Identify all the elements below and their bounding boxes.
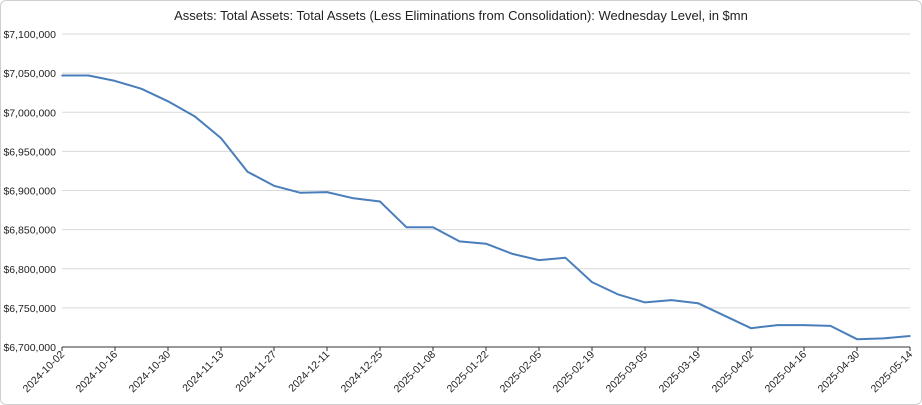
x-tick-label: 2024-10-30 [127, 349, 174, 396]
data-point [379, 200, 381, 203]
x-tick-label: 2025-04-16 [763, 349, 810, 396]
x-tick-label: 2025-03-19 [657, 349, 704, 396]
data-point [61, 74, 63, 77]
series-line [62, 74, 911, 341]
data-point [511, 253, 514, 255]
y-tick-label: $6,700,000 [3, 342, 56, 354]
grid-lines [62, 33, 910, 348]
data-point [909, 335, 911, 337]
data-point [87, 74, 90, 77]
data-point [220, 137, 222, 139]
x-tick-label: 2025-05-14 [869, 349, 916, 396]
y-tick-label: $6,750,000 [3, 303, 56, 315]
x-tick-label: 2024-11-27 [233, 349, 279, 395]
data-point [617, 293, 620, 296]
chart-title: Assets: Total Assets: Total Assets (Less… [174, 8, 748, 23]
data-point [140, 88, 143, 90]
y-tick-label: $6,850,000 [3, 225, 56, 237]
x-tick-label: 2025-02-05 [498, 349, 545, 396]
x-tick-label: 2024-11-13 [180, 349, 226, 395]
data-point [326, 191, 328, 193]
data-point [485, 242, 487, 245]
data-point [352, 197, 355, 200]
data-point [458, 240, 461, 243]
data-point [538, 259, 540, 261]
x-tick-label: 2024-10-02 [21, 349, 68, 396]
x-tick-label: 2024-12-25 [339, 349, 386, 396]
y-tick-label: $6,950,000 [3, 146, 56, 158]
y-tick-label: $7,050,000 [3, 68, 56, 80]
x-tick-label: 2025-04-02 [710, 349, 757, 396]
data-point [299, 192, 302, 194]
data-point [273, 185, 275, 187]
data-point [114, 80, 116, 82]
x-tick-label: 2025-02-19 [551, 349, 598, 396]
x-tick-label: 2025-04-30 [816, 349, 863, 396]
data-point [750, 327, 752, 330]
data-point [670, 299, 673, 301]
data-point [697, 302, 699, 305]
data-series [61, 74, 911, 341]
data-point [829, 325, 832, 327]
y-tick-label: $7,100,000 [3, 29, 56, 41]
y-axis-tick-labels: $6,700,000 $6,750,000 $6,800,000 $6,850,000… [3, 29, 56, 354]
y-tick-label: $7,000,000 [3, 107, 56, 119]
data-point [167, 100, 169, 103]
x-tick-label: 2025-01-08 [392, 349, 439, 396]
data-point [723, 314, 726, 317]
data-point [776, 324, 779, 326]
y-tick-label: $6,900,000 [3, 186, 56, 198]
x-tick-label: 2024-12-11 [286, 349, 332, 395]
x-tick-label: 2025-03-05 [604, 349, 651, 396]
data-point [644, 301, 646, 304]
data-point [856, 338, 858, 341]
data-point [246, 170, 249, 173]
x-tick-label: 2025-01-22 [445, 349, 492, 396]
x-axis-tick-labels: 2024-10-02 2024-10-16 2024-10-30 2024-11-13… [21, 347, 916, 396]
data-point [882, 337, 885, 340]
data-point [432, 226, 434, 229]
data-point [591, 281, 593, 283]
data-point [803, 324, 805, 326]
data-point [405, 226, 408, 229]
x-tick-label: 2024-10-16 [74, 349, 121, 396]
data-point [193, 115, 196, 117]
y-tick-label: $6,800,000 [3, 264, 56, 276]
data-point [564, 257, 567, 259]
